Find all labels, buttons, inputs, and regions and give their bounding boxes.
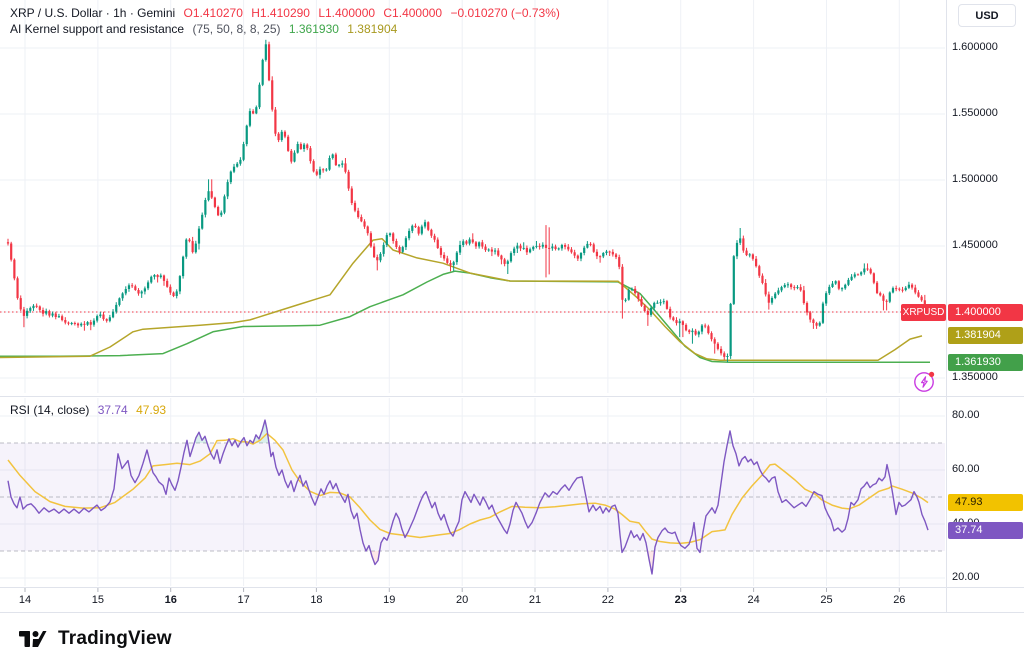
lightning-icon — [921, 376, 928, 388]
resistance-line — [0, 237, 923, 361]
support-badge: 1.361930 — [948, 353, 1023, 371]
time-tick-label: 23 — [674, 594, 687, 606]
symbol-legend[interactable]: XRP / U.S. Dollar · 1h · Gemini O1.41027… — [10, 6, 565, 21]
rsi-ma-line — [7, 432, 929, 545]
symbol-price-label: XRPUSD — [901, 303, 946, 321]
price-tick-label: 1.350000 — [952, 371, 998, 383]
grid — [0, 0, 945, 592]
price-tick-label: 1.600000 — [952, 41, 998, 53]
price-tick-label: 1.500000 — [952, 173, 998, 185]
time-tick-label: 15 — [91, 594, 104, 606]
ohlc-open: O1.410270 — [183, 6, 243, 20]
symbol-title[interactable]: XRP / U.S. Dollar · 1h · Gemini — [10, 6, 176, 20]
boost-button[interactable] — [912, 369, 937, 394]
tradingview-logo-text: TradingView — [58, 628, 172, 649]
currency-toggle-button[interactable]: USD — [958, 4, 1016, 27]
ohlc-change: −0.010270 (−0.73%) — [450, 6, 560, 20]
time-tick-label: 19 — [383, 594, 396, 606]
tradingview-logo-icon — [19, 631, 47, 647]
last-price-badge: 1.400000 — [948, 303, 1023, 321]
support-line — [0, 270, 930, 363]
time-tick-label: 18 — [310, 594, 323, 606]
resistance-badge: 1.381904 — [948, 327, 1023, 345]
rsi-badge: 37.74 — [948, 521, 1023, 539]
time-tick-label: 20 — [456, 594, 469, 606]
pane-borders — [0, 0, 1024, 613]
time-tick-label: 24 — [747, 594, 760, 606]
notification-dot-icon — [929, 371, 935, 377]
ohlc-high: H1.410290 — [251, 6, 310, 20]
rsi-tick-label: 20.00 — [952, 571, 980, 583]
indicator-resistance-value: 1.381904 — [347, 22, 398, 36]
rsi-tick-label: 60.00 — [952, 463, 980, 475]
indicator-name[interactable]: AI Kernel support and resistance — [10, 22, 185, 36]
rsi-ma-badge: 47.93 — [948, 494, 1023, 512]
price-tick-label: 1.450000 — [952, 239, 998, 251]
rsi-name[interactable]: RSI (14, close) — [10, 403, 90, 417]
indicator-legend[interactable]: AI Kernel support and resistance (75, 50… — [10, 22, 402, 37]
time-tick-label: 17 — [237, 594, 250, 606]
time-tick-label: 16 — [164, 594, 177, 606]
time-tick-label: 21 — [528, 594, 542, 606]
ohlc-low: L1.400000 — [318, 6, 376, 20]
rsi-tick-label: 80.00 — [952, 409, 980, 421]
rsi-ma-value: 47.93 — [136, 403, 167, 417]
tradingview-logo[interactable]: TradingView — [18, 626, 172, 652]
indicator-support-value: 1.361930 — [288, 22, 339, 36]
candlestick-series — [6, 39, 930, 363]
time-tick-label: 22 — [601, 594, 614, 606]
time-tick-label: 25 — [820, 594, 833, 606]
rsi-legend[interactable]: RSI (14, close) 37.74 47.93 — [10, 403, 171, 418]
price-tick-label: 1.550000 — [952, 107, 998, 119]
indicator-params: (75, 50, 8, 8, 25) — [192, 22, 281, 36]
rsi-line — [7, 419, 929, 575]
time-tick-label: 14 — [18, 594, 32, 606]
rsi-value: 37.74 — [97, 403, 128, 417]
time-tick-label: 26 — [893, 594, 906, 606]
ohlc-close: C1.400000 — [383, 6, 443, 20]
